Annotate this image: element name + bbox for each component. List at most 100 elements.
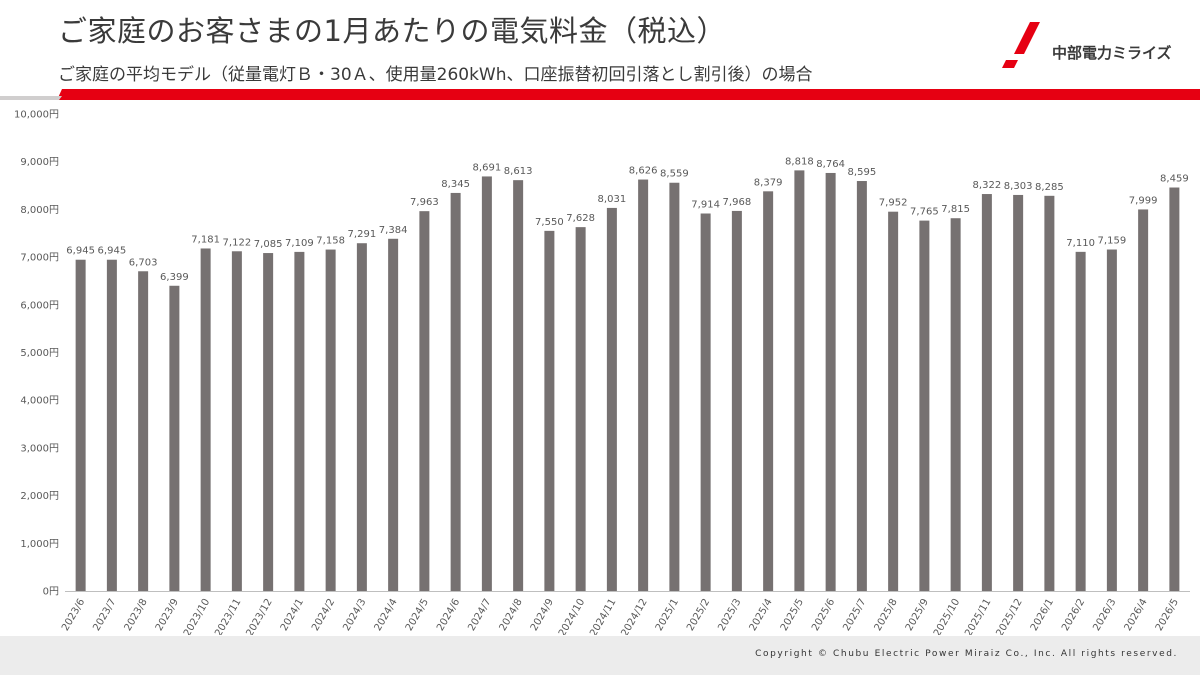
logo-text: 中部電力ミライズ — [1052, 44, 1172, 62]
data-label: 8,459 — [1160, 174, 1189, 185]
x-tick-label: 2025/7 — [841, 597, 868, 633]
bar — [106, 259, 117, 591]
y-tick-label: 4,000円 — [20, 396, 59, 407]
bar — [325, 249, 336, 591]
data-label: 7,122 — [223, 237, 252, 248]
bar — [263, 253, 274, 592]
data-label: 8,031 — [598, 194, 627, 205]
bar — [669, 182, 680, 591]
bar — [1138, 209, 1149, 591]
y-tick-label: 9,000円 — [20, 157, 59, 168]
page-title: ご家庭のお客さまの1月あたりの電気料金（税込） — [58, 14, 726, 48]
x-tick-label: 2024/11 — [588, 597, 618, 635]
x-axis: 2023/6 2023/7 2023/8 2023/9 2023/10 2023/11 20… — [60, 591, 1190, 635]
y-tick-label: 1,000円 — [20, 539, 59, 550]
x-tick-label: 2024/4 — [373, 597, 400, 633]
bar — [513, 180, 524, 591]
data-label: 6,399 — [160, 272, 189, 283]
x-tick-label: 2024/10 — [557, 597, 587, 635]
bar — [575, 227, 586, 591]
y-tick-label: 5,000円 — [20, 348, 59, 359]
data-label: 7,550 — [535, 217, 564, 228]
bar — [825, 172, 836, 591]
data-label: 8,595 — [848, 167, 877, 178]
x-tick-label: 2025/3 — [716, 597, 743, 633]
data-label: 8,626 — [629, 166, 658, 177]
data-label: 7,815 — [941, 204, 970, 215]
bar — [1075, 251, 1086, 591]
x-tick-label: 2024/7 — [466, 597, 493, 633]
data-label: 7,085 — [254, 239, 283, 250]
footer-bar: Copyright © Chubu Electric Power Miraiz … — [0, 636, 1200, 675]
data-label: 8,303 — [1004, 181, 1033, 192]
data-label: 6,945 — [66, 246, 95, 257]
data-label: 7,765 — [910, 207, 939, 218]
x-tick-label: 2024/5 — [404, 597, 431, 633]
company-logo: 中部電力ミライズ — [1000, 18, 1180, 74]
y-tick-label: 10,000円 — [14, 110, 59, 121]
x-tick-label: 2026/4 — [1123, 597, 1150, 633]
bar — [138, 271, 149, 591]
data-label: 6,703 — [129, 257, 158, 268]
bar — [700, 213, 711, 591]
bar — [294, 251, 305, 591]
x-tick-label: 2023/7 — [91, 597, 118, 633]
x-tick-label: 2026/5 — [1154, 597, 1181, 633]
x-tick-label: 2024/8 — [498, 597, 525, 633]
y-tick-label: 6,000円 — [20, 300, 59, 311]
bar — [763, 191, 774, 591]
data-label: 7,963 — [410, 197, 439, 208]
bar — [1013, 194, 1024, 591]
x-tick-label: 2025/8 — [873, 597, 900, 633]
bar — [1044, 195, 1055, 591]
x-tick-label: 2024/9 — [529, 597, 556, 633]
x-tick-label: 2023/9 — [154, 597, 181, 633]
x-tick-label: 2023/11 — [213, 597, 243, 635]
x-tick-label: 2024/12 — [619, 597, 649, 635]
bar — [481, 176, 492, 591]
data-label: 7,181 — [191, 234, 220, 245]
x-tick-label: 2025/6 — [810, 597, 837, 633]
bar — [200, 248, 211, 591]
bar — [638, 179, 649, 591]
data-label: 7,159 — [1098, 236, 1127, 247]
x-tick-label: 2025/9 — [904, 597, 931, 633]
bar — [981, 194, 992, 591]
y-axis: 0円 1,000円 2,000円 3,000円 4,000円 5,000円 6,000円 7,… — [14, 110, 59, 598]
bar — [606, 207, 617, 592]
data-label: 7,384 — [379, 225, 408, 236]
y-tick-label: 7,000円 — [20, 253, 59, 264]
x-tick-label: 2025/1 — [654, 597, 681, 633]
bar — [231, 251, 242, 591]
x-tick-label: 2025/12 — [994, 597, 1024, 635]
bar — [388, 238, 399, 591]
x-tick-label: 2025/11 — [963, 597, 993, 635]
bar — [1106, 249, 1117, 591]
data-label: 7,110 — [1066, 238, 1095, 249]
x-tick-label: 2023/8 — [123, 597, 150, 633]
data-label: 7,291 — [348, 229, 377, 240]
bar — [950, 218, 961, 591]
data-label: 8,818 — [785, 156, 814, 167]
y-tick-label: 8,000円 — [20, 205, 59, 216]
y-tick-label: 2,000円 — [20, 491, 59, 502]
x-tick-label: 2025/4 — [748, 597, 775, 633]
bar — [1169, 187, 1180, 591]
data-label: 7,968 — [723, 197, 752, 208]
bar — [856, 181, 867, 591]
data-label: 7,914 — [691, 200, 720, 211]
x-tick-label: 2023/6 — [60, 597, 87, 633]
copyright-text: Copyright © Chubu Electric Power Miraiz … — [755, 649, 1178, 659]
data-label: 8,379 — [754, 177, 783, 188]
x-tick-label: 2025/2 — [685, 597, 712, 633]
x-tick-label: 2026/1 — [1029, 597, 1056, 633]
data-label: 8,691 — [473, 162, 502, 173]
data-label: 7,109 — [285, 238, 314, 249]
data-label: 7,158 — [316, 236, 345, 247]
x-tick-label: 2025/10 — [932, 597, 962, 635]
y-tick-label: 3,000円 — [20, 443, 59, 454]
accent-stripe-grey — [0, 96, 62, 100]
data-label: 7,628 — [566, 213, 595, 224]
bar — [888, 211, 899, 591]
